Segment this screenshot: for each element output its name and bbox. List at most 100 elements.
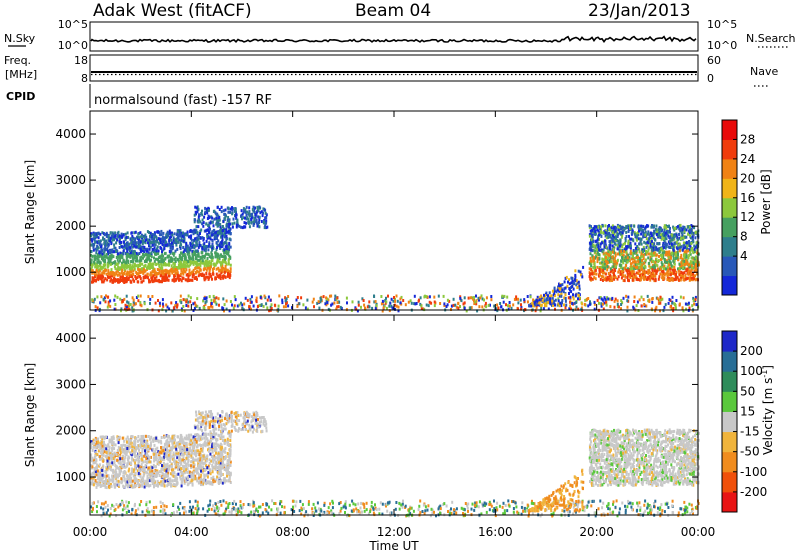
- power-echo-mark: [591, 272, 594, 276]
- power-echo-mark: [265, 219, 268, 223]
- power-echo-mark: [459, 305, 461, 308]
- power-echo-mark: [685, 307, 688, 311]
- power-echo-mark: [224, 208, 227, 212]
- power-echo-mark: [113, 236, 116, 240]
- power-echo-mark: [662, 265, 665, 268]
- power-echo-mark: [266, 306, 269, 310]
- power-echo-mark: [225, 234, 228, 238]
- power-echo-mark: [152, 274, 155, 278]
- power-echo-mark: [192, 232, 195, 236]
- power-echo-mark: [327, 307, 330, 311]
- nsearch-tick-top: 10^5: [707, 18, 737, 31]
- power-echo-mark: [559, 284, 562, 288]
- power-echo-mark: [188, 251, 191, 255]
- power-echo-mark: [205, 222, 208, 226]
- power-echo-mark: [652, 271, 654, 275]
- power-echo-mark: [199, 232, 201, 235]
- power-echo-mark: [663, 231, 666, 234]
- power-echo-mark: [680, 261, 683, 265]
- power-echo-mark: [205, 275, 208, 279]
- power-echo-mark: [591, 227, 594, 231]
- power-echo-mark: [229, 207, 232, 211]
- power-echo-mark: [161, 260, 164, 264]
- power-echo-mark: [648, 237, 651, 241]
- power-echo-mark: [647, 248, 650, 252]
- power-echo-mark: [102, 237, 104, 241]
- power-echo-mark: [219, 277, 222, 281]
- power-echo-mark: [238, 303, 241, 307]
- power-echo-mark: [130, 237, 133, 241]
- power-echo-mark: [168, 271, 171, 275]
- power-echo-mark: [638, 229, 640, 233]
- power-echo-mark: [207, 306, 210, 310]
- power-echo-mark: [457, 301, 460, 305]
- power-echo-mark: [152, 269, 155, 273]
- velocity-echo-mark: [160, 441, 163, 445]
- power-echo-mark: [687, 276, 690, 280]
- power-echo-mark: [669, 273, 672, 277]
- velocity-echo-mark: [149, 468, 152, 472]
- power-echo-mark: [115, 270, 118, 274]
- power-echo-mark: [113, 273, 116, 277]
- power-echo-mark: [195, 225, 198, 229]
- power-echo-mark: [229, 210, 232, 214]
- power-echo-mark: [591, 235, 594, 239]
- power-echo-mark: [592, 226, 595, 230]
- power-echo-mark: [223, 255, 225, 259]
- power-echo-mark: [179, 255, 181, 258]
- power-echo-mark: [240, 213, 243, 217]
- power-echo-mark: [184, 270, 187, 274]
- power-echo-mark: [221, 264, 224, 268]
- power-echo-mark: [669, 278, 672, 282]
- power-echo-mark: [128, 246, 131, 250]
- power-echo-mark: [634, 242, 637, 246]
- power-echo-mark: [357, 303, 360, 307]
- power-echo-mark: [168, 238, 171, 242]
- power-echo-mark: [170, 259, 173, 263]
- power-echo-mark: [186, 252, 189, 256]
- power-echo-mark: [164, 243, 167, 247]
- power-echo-mark: [622, 229, 625, 233]
- power-echo-mark: [647, 252, 650, 256]
- power-echo-mark: [210, 256, 213, 260]
- power-echo-mark: [184, 298, 187, 302]
- power-echo-mark: [182, 272, 185, 276]
- power-echo-mark: [182, 239, 185, 243]
- power-echo-mark: [620, 299, 623, 303]
- power-echo-mark: [141, 239, 144, 243]
- power-echo-mark: [549, 297, 552, 301]
- power-ytick-label: 4000: [55, 127, 86, 141]
- power-echo-mark: [682, 259, 684, 263]
- power-echo-mark: [590, 231, 593, 235]
- power-echo-mark: [671, 251, 674, 255]
- power-echo-mark: [607, 249, 610, 253]
- power-echo-mark: [155, 263, 158, 266]
- power-echo-mark: [619, 270, 622, 274]
- power-echo-mark: [192, 302, 195, 306]
- power-echo-mark: [189, 243, 192, 247]
- power-echo-mark: [670, 242, 673, 246]
- power-echo-mark: [356, 309, 359, 313]
- power-echo-mark: [409, 299, 412, 303]
- power-colorbar-swatch: [722, 256, 737, 277]
- velocity-echo-mark: [198, 438, 201, 442]
- power-echo-mark: [234, 298, 237, 302]
- power-echo-mark: [320, 298, 323, 302]
- power-echo-mark: [228, 241, 231, 245]
- power-echo-mark: [590, 225, 592, 229]
- power-echo-mark: [147, 238, 150, 242]
- power-echo-mark: [191, 252, 194, 256]
- power-echo-mark: [149, 297, 152, 301]
- power-echo-mark: [543, 299, 546, 303]
- power-echo-mark: [107, 258, 110, 262]
- power-echo-mark: [145, 235, 148, 239]
- power-echo-mark: [165, 236, 168, 240]
- power-echo-mark: [223, 229, 226, 233]
- power-echo-mark: [146, 230, 149, 234]
- power-echo-mark: [676, 238, 679, 242]
- velocity-echo-mark: [160, 436, 163, 439]
- power-echo-mark: [90, 253, 93, 257]
- power-echo-mark: [663, 228, 666, 232]
- power-echo-mark: [363, 303, 366, 307]
- power-echo-mark: [93, 257, 96, 261]
